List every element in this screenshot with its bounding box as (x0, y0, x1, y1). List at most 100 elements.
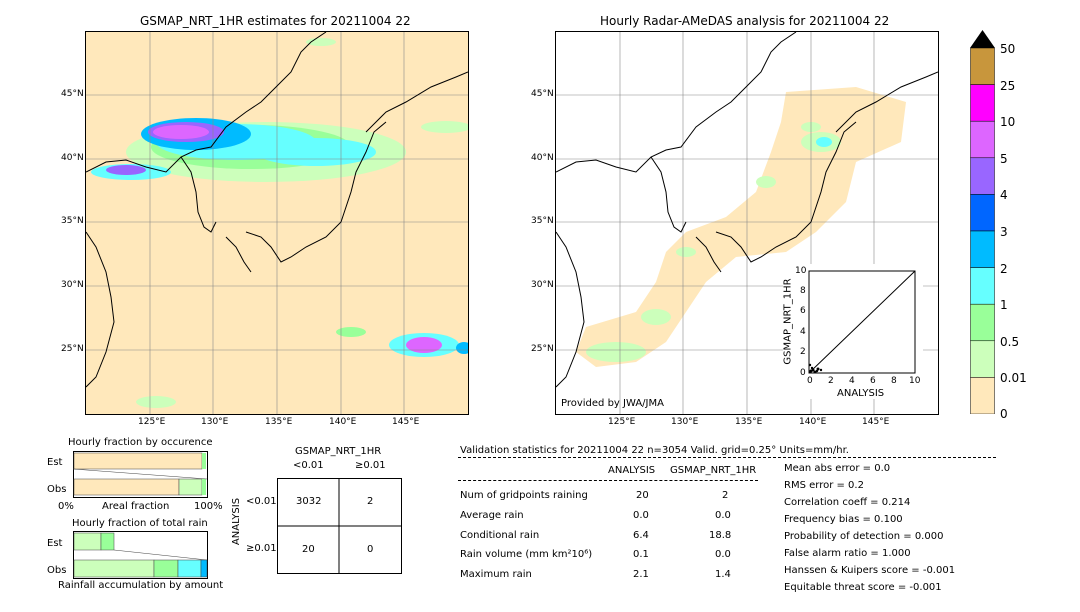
colorbar-tick: 1 (1000, 298, 1008, 312)
colorbar-tick: 3 (1000, 225, 1008, 239)
stat-label: Num of gridpoints raining (460, 490, 588, 501)
occurrence-bars (72, 451, 208, 498)
contingency-cell: 0 (367, 544, 374, 555)
colorbar-tick: 0 (1000, 407, 1008, 421)
score-frequency-bias: Frequency bias = 0.100 (784, 514, 903, 525)
contingency-row-lt: <0.01 (246, 496, 277, 507)
stat-gsmap: 1.4 (715, 569, 731, 580)
left-lat-label: 40°N (61, 153, 84, 163)
colorbar-swatch (970, 47, 995, 85)
inset-xtick: 0 (807, 376, 813, 386)
inset-xtick: 10 (909, 376, 921, 386)
colorbar-tick: 50 (1000, 42, 1016, 56)
contingency-title: GSMAP_NRT_1HR (295, 446, 382, 457)
validation-rule (458, 480, 758, 481)
right-lon-label: 125°E (608, 417, 636, 427)
score-mae: Mean abs error = 0.0 (784, 463, 891, 474)
inset-xtick: 4 (849, 376, 855, 386)
score-ets: Equitable threat score = -0.001 (784, 582, 942, 593)
contingency-col-lt: <0.01 (293, 460, 324, 471)
colorbar-swatch (970, 303, 995, 342)
contingency-grid (277, 478, 402, 574)
occurrence-axis-right: 100% (194, 501, 223, 512)
inset-ytick: 8 (800, 286, 806, 296)
right-lon-label: 135°E (735, 417, 763, 427)
total-rain-bars (73, 531, 208, 579)
colorbar-swatch (970, 194, 995, 232)
total-rain-title: Hourly fraction of total rain (72, 518, 208, 529)
stat-label: Rain volume (mm km²10⁶) (460, 549, 593, 560)
right-lat-label: 35°N (531, 216, 554, 226)
contingency-row-axis: ANALYSIS (231, 497, 243, 546)
stat-label: Maximum rain (460, 569, 532, 580)
colorbar-swatch (970, 340, 995, 378)
right-lon-label: 140°E (799, 417, 827, 427)
left-map (85, 31, 469, 415)
inset-scatter-plot (808, 270, 916, 374)
colorbar-swatch (970, 377, 995, 415)
colorbar-tick: 4 (1000, 188, 1008, 202)
contingency-cell: 20 (302, 544, 315, 555)
right-lat-label: 25°N (531, 344, 554, 354)
inset-ytick: 2 (800, 347, 806, 357)
colorbar-swatch (970, 84, 995, 122)
right-map-title: Hourly Radar-AMeDAS analysis for 2021100… (600, 14, 890, 28)
colorbar-swatch (970, 157, 995, 195)
left-grid (86, 32, 468, 414)
validation-col-analysis: ANALYSIS (608, 465, 656, 476)
left-map-title: GSMAP_NRT_1HR estimates for 20211004 22 (140, 14, 411, 28)
total-rain-est-label: Est (47, 538, 63, 549)
occurrence-chart (72, 451, 208, 498)
colorbar-tick: 2 (1000, 262, 1008, 276)
validation-col-gsmap: GSMAP_NRT_1HR (670, 465, 757, 476)
contingency-table: 3032 2 20 0 (277, 478, 402, 574)
inset-ytick: 0 (800, 368, 806, 378)
left-lon-label: 145°E (392, 417, 420, 427)
left-rain-areas (91, 38, 468, 408)
validation-divider (458, 457, 996, 458)
left-lat-label: 45°N (61, 89, 84, 99)
left-lat-label: 30°N (61, 280, 84, 290)
left-coastlines (86, 32, 468, 388)
inset-xtick: 8 (891, 376, 897, 386)
total-rain-obs-label: Obs (47, 565, 67, 576)
right-lon-label: 130°E (671, 417, 699, 427)
stat-label: Average rain (460, 510, 524, 521)
colorbar-tick: 0.5 (1000, 335, 1020, 349)
right-lat-label: 30°N (531, 280, 554, 290)
left-lon-label: 140°E (329, 417, 357, 427)
left-lon-label: 135°E (265, 417, 293, 427)
colorbar-tick: 25 (1000, 79, 1016, 93)
stat-gsmap: 0.0 (715, 510, 731, 521)
right-coastlines (556, 32, 938, 388)
left-lon-label: 130°E (201, 417, 229, 427)
colorbar-tick: 0.01 (1000, 371, 1027, 385)
colorbar-swatch (970, 267, 995, 305)
inset-ytick: 6 (800, 306, 806, 316)
occurrence-est-label: Est (47, 457, 63, 468)
inset-scatter: GSMAP_NRT_1HR ANALYSIS 10 8 6 4 2 0 0 2 … (783, 264, 923, 399)
colorbar (970, 30, 995, 415)
colorbar-tick: 10 (1000, 115, 1016, 129)
stat-analysis: 0.0 (633, 510, 649, 521)
stat-analysis: 0.1 (633, 549, 649, 560)
occurrence-obs-label: Obs (47, 484, 67, 495)
colorbar-extend-arrow (970, 30, 995, 48)
left-lon-label: 125°E (138, 417, 166, 427)
right-lon-label: 145°E (862, 417, 890, 427)
colorbar-swatch (970, 120, 995, 159)
stat-analysis: 20 (636, 490, 649, 501)
inset-xtick: 2 (828, 376, 834, 386)
stat-analysis: 6.4 (633, 530, 649, 541)
colorbar-tick: 5 (1000, 152, 1008, 166)
left-lat-label: 35°N (61, 216, 84, 226)
score-hk: Hanssen & Kuipers score = -0.001 (784, 565, 956, 576)
validation-header: Validation statistics for 20211004 22 n=… (460, 445, 849, 456)
occurrence-axis-left: 0% (58, 501, 74, 512)
total-rain-footer: Rainfall accumulation by amount (58, 580, 224, 591)
left-lat-label: 25°N (61, 344, 84, 354)
contingency-col-ge: ≥0.01 (355, 460, 386, 471)
stat-gsmap: 18.8 (709, 530, 732, 541)
right-lat-label: 45°N (531, 89, 554, 99)
stat-analysis: 2.1 (633, 569, 649, 580)
